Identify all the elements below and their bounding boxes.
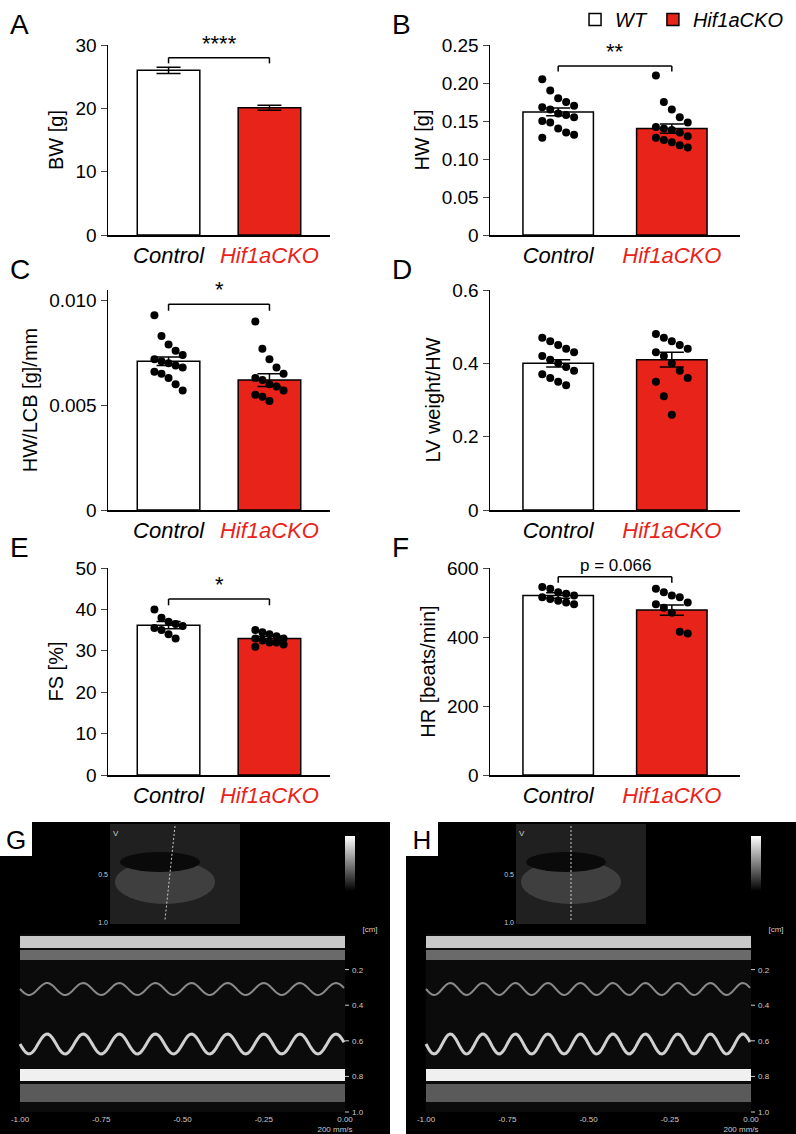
svg-text:Control: Control [133,243,205,268]
svg-text:HR [beats/min]: HR [beats/min] [417,605,439,737]
svg-text:0.5: 0.5 [504,871,514,878]
svg-text:Control: Control [133,518,205,543]
svg-text:1.0: 1.0 [758,1108,770,1117]
svg-text:0.6: 0.6 [352,1037,364,1046]
svg-text:0: 0 [468,225,479,246]
svg-text:Hif1aCKO: Hif1aCKO [622,783,721,808]
svg-text:B: B [392,9,411,40]
svg-text:0.4: 0.4 [352,1001,364,1010]
svg-text:10: 10 [76,723,97,744]
svg-text:FS [%]: FS [%] [45,641,67,701]
svg-text:0.5: 0.5 [98,871,108,878]
svg-text:0.2: 0.2 [758,966,770,975]
svg-text:E: E [10,532,29,563]
svg-text:D: D [392,254,412,285]
svg-text:Hif1aCKO: Hif1aCKO [693,9,783,31]
svg-text:**: ** [606,39,624,64]
svg-text:Control: Control [523,783,595,808]
svg-text:-1.00: -1.00 [11,1115,30,1124]
svg-text:20: 20 [76,98,97,119]
svg-text:V: V [113,829,119,838]
svg-text:0.005: 0.005 [49,395,97,416]
svg-text:Hif1aCKO: Hif1aCKO [622,518,721,543]
svg-text:0.25: 0.25 [442,35,479,56]
svg-text:[cm]: [cm] [768,925,783,934]
svg-text:0: 0 [468,765,479,786]
svg-text:50: 50 [76,558,97,579]
svg-text:Hif1aCKO: Hif1aCKO [220,783,319,808]
svg-text:F: F [392,532,409,563]
svg-text:0: 0 [86,765,97,786]
svg-text:0: 0 [86,500,97,521]
svg-text:0.010: 0.010 [49,290,97,311]
svg-text:0: 0 [468,500,479,521]
svg-text:0.15: 0.15 [442,111,479,132]
svg-text:HW/LCB [g]/mm: HW/LCB [g]/mm [19,328,41,472]
svg-text:-1.00: -1.00 [417,1115,436,1124]
svg-text:C: C [10,254,30,285]
svg-text:Control: Control [523,518,595,543]
svg-text:0.05: 0.05 [442,187,479,208]
svg-text:Control: Control [133,783,205,808]
svg-text:-0.75: -0.75 [498,1115,517,1124]
svg-text:200 mm/s: 200 mm/s [317,1125,352,1134]
svg-text:-0.25: -0.25 [255,1115,274,1124]
svg-text:V: V [519,829,525,838]
svg-text:30: 30 [76,640,97,661]
svg-text:400: 400 [447,627,479,648]
svg-text:LV weight/HW: LV weight/HW [422,337,444,462]
svg-text:0.6: 0.6 [758,1037,770,1046]
svg-text:-0.50: -0.50 [173,1115,192,1124]
svg-text:WT: WT [615,9,648,31]
svg-text:Hif1aCKO: Hif1aCKO [220,243,319,268]
svg-text:-0.25: -0.25 [661,1115,680,1124]
svg-text:40: 40 [76,599,97,620]
svg-text:BW [g]: BW [g] [45,110,67,170]
svg-text:600: 600 [447,558,479,579]
svg-text:30: 30 [76,35,97,56]
svg-text:20: 20 [76,682,97,703]
svg-text:0.00: 0.00 [337,1115,353,1124]
svg-text:200: 200 [447,696,479,717]
svg-text:0.10: 0.10 [442,149,479,170]
svg-text:0.6: 0.6 [452,280,478,301]
svg-text:p = 0.066: p = 0.066 [580,556,651,575]
svg-text:H: H [413,825,432,855]
svg-text:10: 10 [76,161,97,182]
svg-text:0: 0 [86,225,97,246]
svg-text:A: A [10,9,29,40]
svg-text:1.0: 1.0 [504,919,514,926]
svg-text:0.00: 0.00 [743,1115,759,1124]
svg-text:-0.75: -0.75 [92,1115,111,1124]
svg-text:0.2: 0.2 [352,966,364,975]
svg-text:0.2: 0.2 [452,426,478,447]
svg-text:0.4: 0.4 [452,353,479,374]
svg-text:0.4: 0.4 [758,1001,770,1010]
svg-text:Hif1aCKO: Hif1aCKO [220,518,319,543]
svg-text:-0.50: -0.50 [579,1115,598,1124]
svg-text:HW [g]: HW [g] [411,109,433,170]
svg-text:Control: Control [523,243,595,268]
svg-text:G: G [6,825,26,855]
svg-text:*: * [215,277,224,302]
svg-text:[cm]: [cm] [362,925,377,934]
svg-text:0.8: 0.8 [352,1072,364,1081]
svg-text:0.8: 0.8 [758,1072,770,1081]
svg-text:1.0: 1.0 [98,919,108,926]
svg-text:****: **** [202,31,237,56]
svg-text:0.20: 0.20 [442,73,479,94]
svg-text:200 mm/s: 200 mm/s [723,1125,758,1134]
svg-text:Hif1aCKO: Hif1aCKO [622,243,721,268]
svg-text:*: * [215,572,224,597]
svg-text:1.0: 1.0 [352,1108,364,1117]
